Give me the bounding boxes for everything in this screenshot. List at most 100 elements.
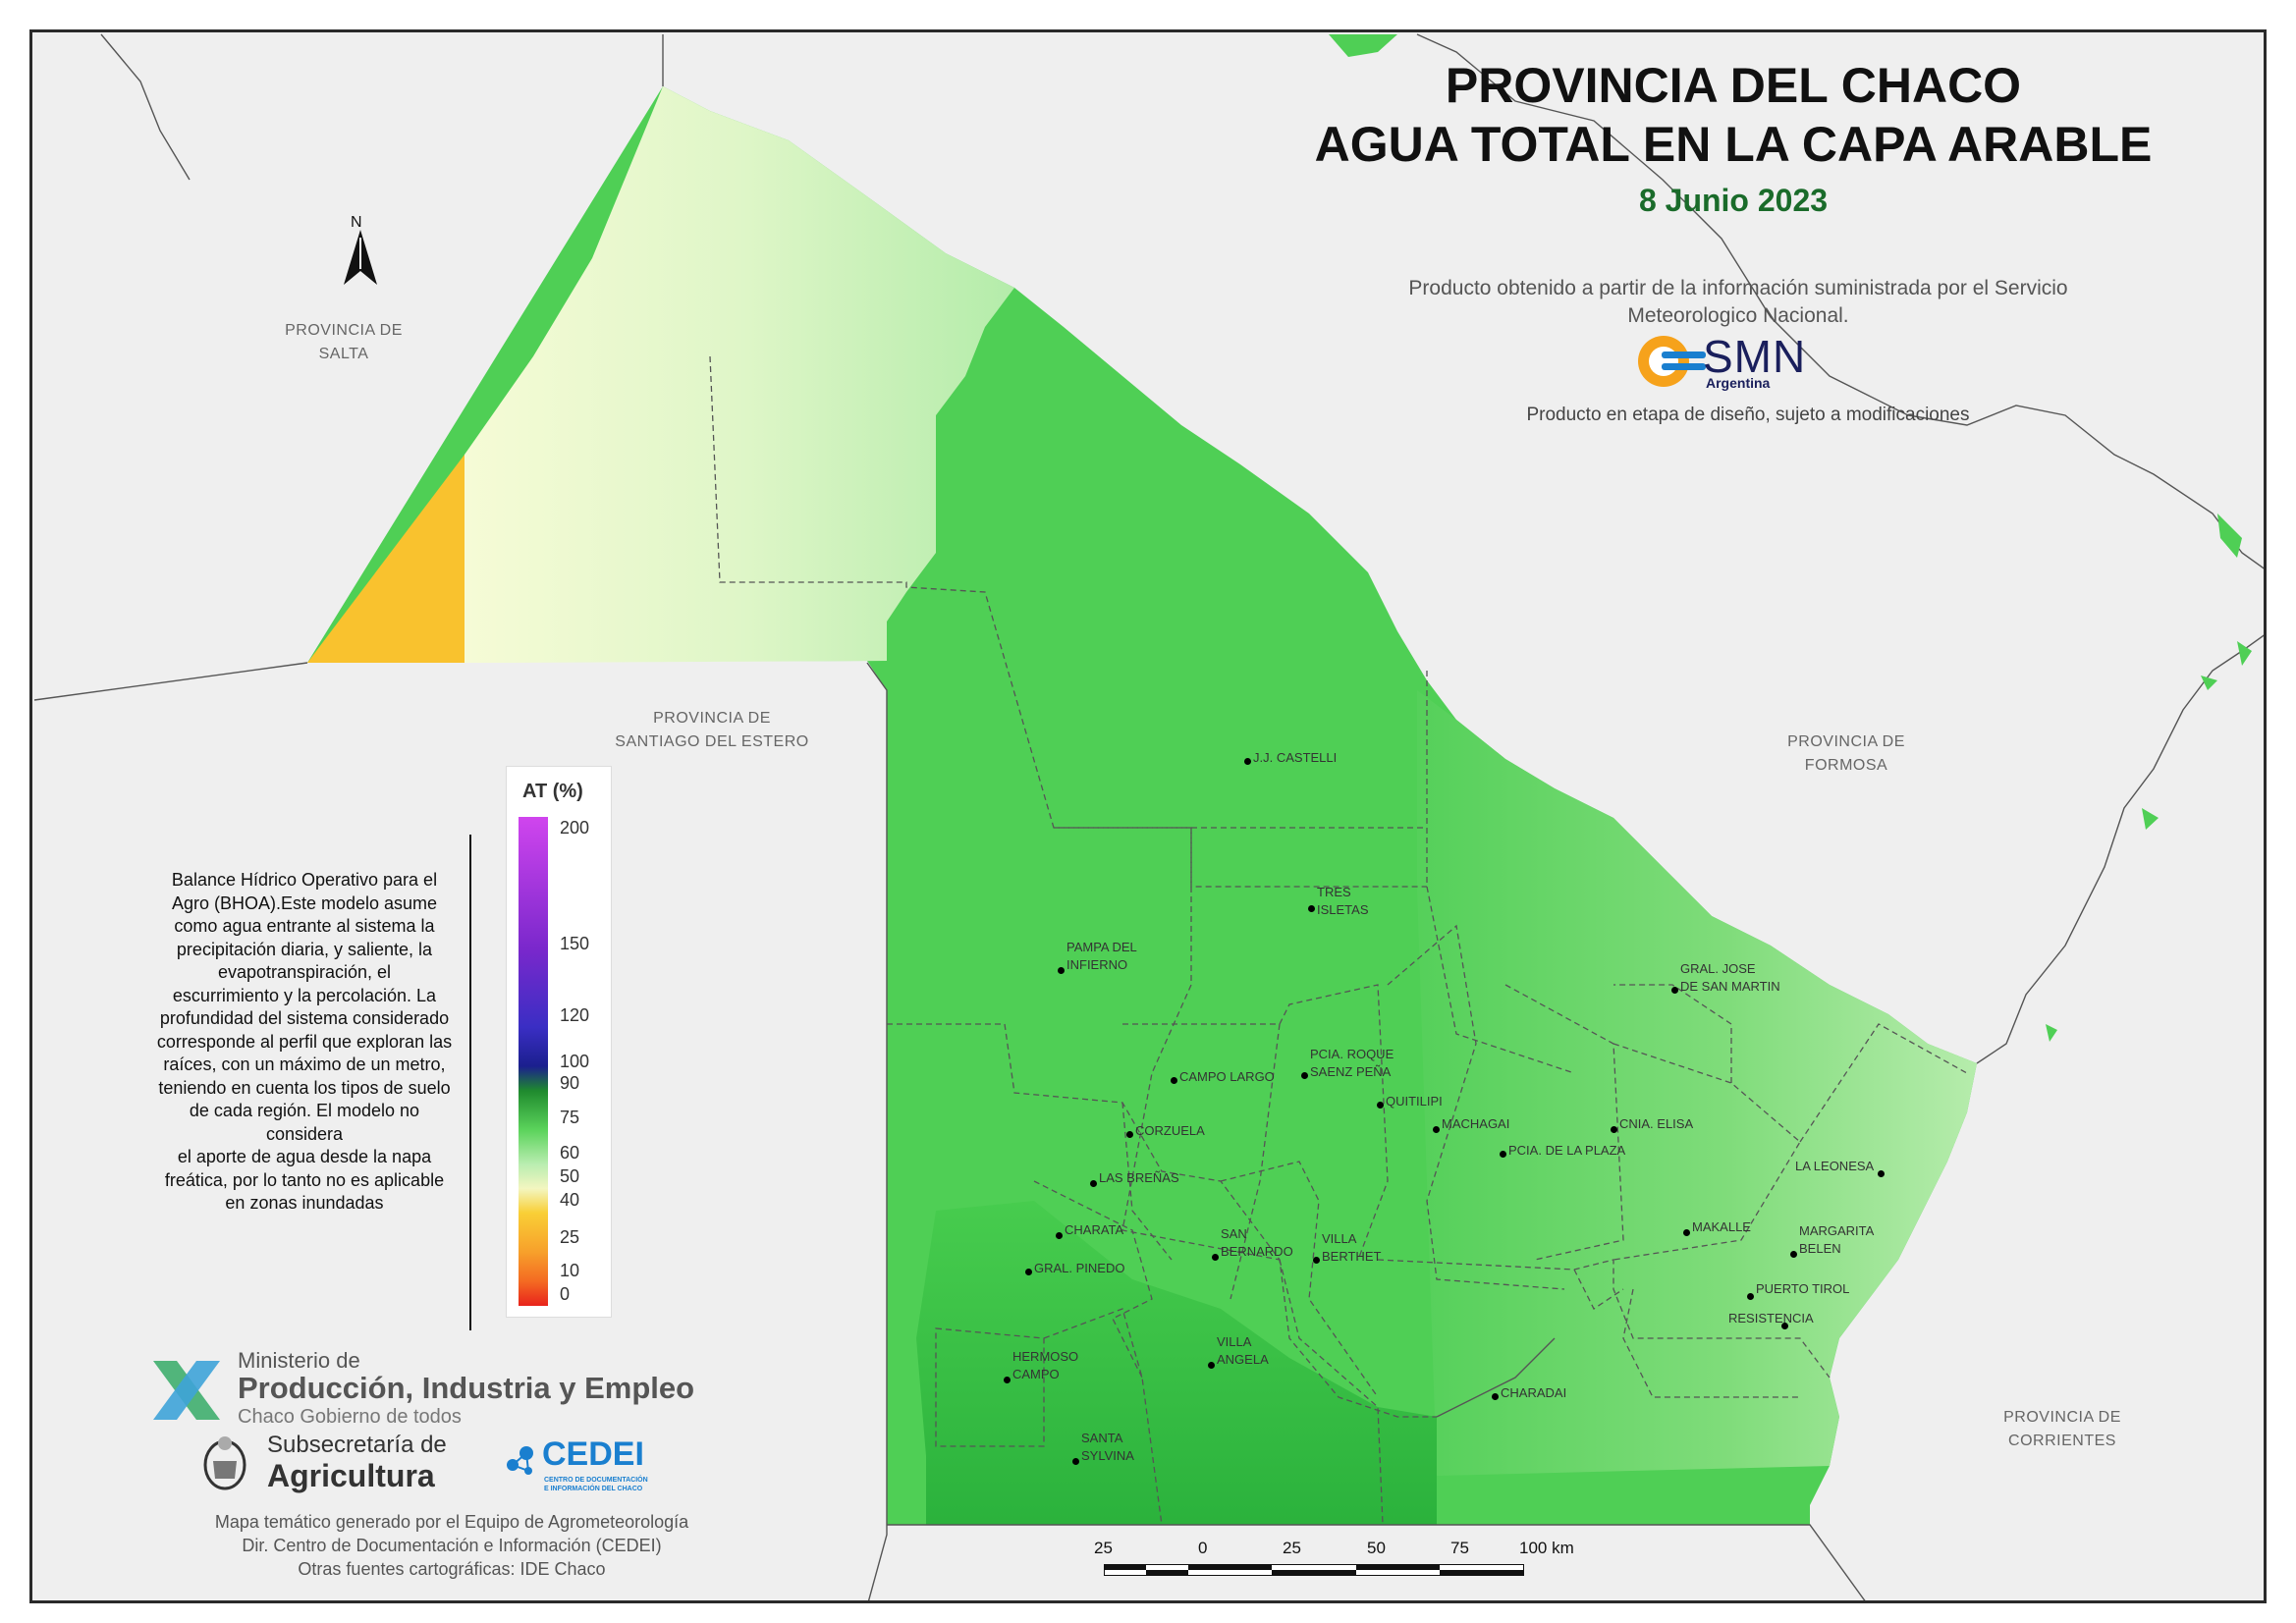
ministry-line1: Ministerio de — [238, 1348, 360, 1373]
legend-tick-label: 200 — [560, 818, 590, 838]
locality-label-line: VILLA — [1322, 1231, 1357, 1246]
ministry-x-logo-icon — [153, 1361, 220, 1420]
credits-line: Mapa temático generado por el Equipo de … — [214, 1512, 689, 1532]
wet-area — [916, 1201, 1437, 1525]
locality-label-line: QUITILIPI — [1386, 1094, 1443, 1109]
credits: Mapa temático generado por el Equipo de … — [177, 1510, 727, 1581]
locality-label-line: CHARADAI — [1501, 1385, 1567, 1400]
bhoa-line: Agro (BHOA).Este modelo asume — [171, 893, 438, 913]
east-moisture-area — [1417, 690, 1977, 1476]
locality-label: SAN BERNARDO — [1221, 1225, 1293, 1261]
design-note: Producto en etapa de diseño, sujeto a mo… — [1526, 405, 1970, 425]
department-boundaries — [709, 355, 1968, 1526]
province-label-salta: PROVINCIA DE SALTA — [265, 319, 422, 366]
legend-tick-label: 120 — [560, 1005, 590, 1025]
locality-marker — [1004, 1377, 1011, 1383]
locality-marker — [1025, 1269, 1032, 1275]
smn-logo-icon — [1638, 336, 1706, 387]
locality-label-line: RESISTENCIA — [1728, 1311, 1814, 1325]
locality-label-line: CNIA. ELISA — [1619, 1116, 1694, 1131]
locality-label-line: GRAL. PINEDO — [1034, 1261, 1125, 1275]
province-label-line: SALTA — [318, 346, 369, 362]
legend-tick-label: 25 — [560, 1227, 580, 1247]
bhoa-line: considera — [265, 1123, 344, 1144]
locality-label: LA LEONESA — [1795, 1158, 1874, 1175]
bhoa-line: evapotranspiración, el — [217, 962, 392, 982]
locality-label: MARGARITA BELEN — [1799, 1222, 1874, 1258]
locality-label-line: CHARATA — [1065, 1222, 1124, 1237]
locality-label-line: GRAL. JOSE — [1680, 961, 1756, 976]
dry-area — [307, 455, 465, 663]
legend-tick-label: 150 — [560, 934, 590, 953]
map-canvas — [33, 33, 2264, 1600]
scale-label: 50 — [1367, 1539, 1386, 1557]
bhoa-line: corresponde al perfil que exploran las — [156, 1031, 453, 1052]
locality-label-line: SAN — [1221, 1226, 1247, 1241]
legend-tick-label: 90 — [560, 1073, 580, 1093]
credits-line: Dir. Centro de Documentación e Informaci… — [242, 1536, 662, 1555]
legend-title: AT (%) — [522, 781, 583, 802]
province-label-line: PROVINCIA DE — [1787, 733, 1905, 750]
north-arrow-icon — [344, 230, 377, 285]
cedei-subtitle-line: CENTRO DE DOCUMENTACIÓN — [544, 1477, 648, 1484]
locality-label-line: DE SAN MARTIN — [1680, 979, 1780, 994]
locality-label-line: PCIA. DE LA PLAZA — [1508, 1143, 1626, 1158]
legend-color-bar — [519, 817, 548, 1306]
locality-label-line: LA LEONESA — [1795, 1159, 1875, 1173]
locality-marker — [1171, 1077, 1177, 1084]
locality-label-line: HERMOSO — [1012, 1349, 1079, 1364]
locality-label-line: PUERTO TIROL — [1756, 1281, 1850, 1296]
province-label-corrientes: PROVINCIA DE CORRIENTES — [1984, 1406, 2141, 1453]
locality-label-line: VILLA — [1217, 1334, 1252, 1349]
locality-label: CAMPO LARGO — [1179, 1068, 1275, 1086]
legend-tick-label: 10 — [560, 1261, 580, 1280]
locality-marker — [1377, 1102, 1384, 1109]
locality-label-line: MACHAGAI — [1442, 1116, 1510, 1131]
locality-marker — [1671, 987, 1678, 994]
locality-marker — [1500, 1151, 1506, 1158]
locality-label: SANTA SYLVINA — [1081, 1430, 1134, 1465]
locality-marker — [1301, 1072, 1308, 1079]
locality-label: QUITILIPI — [1386, 1093, 1443, 1110]
subsecretaria-line2: Agricultura — [267, 1458, 435, 1493]
bhoa-line: teniendo en cuenta los tipos de suelo — [158, 1077, 451, 1098]
credits-line: Otras fuentes cartográficas: IDE Chaco — [298, 1559, 606, 1579]
smn-logo-text: SMN — [1703, 331, 1807, 382]
province-label-line: PROVINCIA DE — [285, 322, 403, 339]
bhoa-line: profundidad del sistema considerado — [159, 1008, 450, 1028]
cedei-name: CEDEI — [542, 1435, 644, 1473]
locality-label: LAS BREÑAS — [1099, 1169, 1179, 1187]
province-label-line: CORRIENTES — [2008, 1433, 2116, 1449]
locality-marker — [1058, 967, 1065, 974]
locality-label-line: TRES — [1317, 885, 1351, 899]
locality-marker — [1790, 1251, 1797, 1258]
map-title-line2: AGUA TOTAL EN LA CAPA ARABLE — [1314, 117, 2153, 172]
locality-marker — [1208, 1362, 1215, 1369]
locality-label-line: CAMPO LARGO — [1179, 1069, 1275, 1084]
locality-marker — [1090, 1180, 1097, 1187]
locality-marker — [1781, 1323, 1788, 1329]
bhoa-line: Balance Hídrico Operativo para el — [171, 870, 438, 890]
locality-marker — [1747, 1293, 1754, 1300]
locality-label: PAMPA DEL INFIERNO — [1066, 939, 1137, 974]
bhoa-line: de cada región. El modelo no — [189, 1101, 420, 1120]
cedei-subtitle-line: E INFORMACIÓN DEL CHACO — [544, 1486, 643, 1492]
locality-label: PCIA. ROQUE SAENZ PEÑA — [1310, 1046, 1394, 1081]
locality-label: VILLA BERTHET — [1322, 1230, 1381, 1266]
locality-marker — [1433, 1126, 1440, 1133]
locality-label: TRES ISLETAS — [1317, 884, 1369, 919]
locality-label: HERMOSO CAMPO — [1012, 1348, 1078, 1383]
locality-marker — [1212, 1254, 1219, 1261]
bhoa-line: como agua entrante al sistema la — [174, 916, 435, 936]
locality-marker — [1244, 758, 1251, 765]
locality-marker — [1308, 905, 1315, 912]
locality-label: MACHAGAI — [1442, 1115, 1509, 1133]
locality-label: GRAL. PINEDO — [1034, 1260, 1124, 1277]
locality-label-line: BELEN — [1799, 1241, 1841, 1256]
legend-tick-label: 75 — [560, 1108, 580, 1127]
locality-label: CORZUELA — [1135, 1122, 1205, 1140]
locality-label-line: BERTHET — [1322, 1249, 1382, 1264]
locality-marker — [1126, 1131, 1133, 1138]
subsecretaria-line1: Subsecretaría de — [267, 1432, 447, 1458]
locality-label-line: INFIERNO — [1066, 957, 1128, 972]
